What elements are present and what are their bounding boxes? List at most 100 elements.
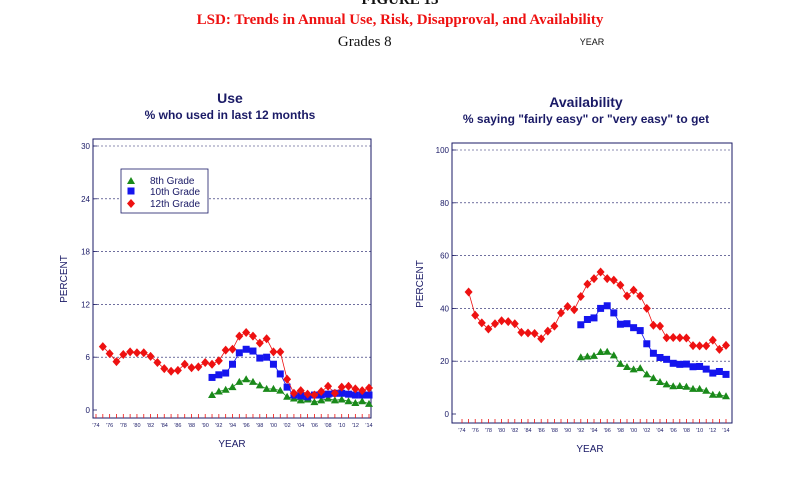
availability-x-tick-label: '88 <box>551 428 558 434</box>
use-data-point-1 <box>235 349 243 357</box>
availability-x-tick-label: '94 <box>590 428 597 434</box>
use-data-point-2 <box>330 388 339 398</box>
use-data-point-1 <box>229 360 236 368</box>
use-data-point-2 <box>262 334 271 344</box>
use-data-point-2 <box>296 386 305 396</box>
availability-data-point-2 <box>524 328 532 338</box>
use-data-point-0 <box>235 377 244 385</box>
availability-chart: Availability % saying "fairly easy" or "… <box>415 94 733 455</box>
availability-x-tick-label: '78 <box>485 428 492 434</box>
availability-data-point-2 <box>563 302 572 312</box>
availability-data-point-0 <box>642 370 651 378</box>
use-data-point-2 <box>289 388 298 398</box>
availability-data-point-2 <box>590 274 598 284</box>
use-data-point-2 <box>303 389 312 399</box>
availability-y-tick-label: 40 <box>440 304 449 313</box>
availability-x-tick-label: '06 <box>670 428 677 434</box>
availability-y-axis-label: PERCENT <box>415 260 426 308</box>
legend-12th-grade: 12th Grade <box>150 199 200 210</box>
availability-data-point-2 <box>537 334 546 344</box>
legend-8th-grade: 8th Grade <box>150 176 195 187</box>
use-data-point-0 <box>310 398 319 406</box>
use-data-point-2 <box>126 347 135 357</box>
use-data-point-0 <box>262 384 271 392</box>
use-data-point-2 <box>235 331 244 341</box>
availability-data-point-1 <box>597 304 605 312</box>
availability-x-tick-label: '74 <box>458 428 465 434</box>
availability-data-point-1 <box>610 309 618 317</box>
availability-data-point-1 <box>616 320 624 328</box>
legend-box <box>120 168 209 214</box>
use-y-tick-label: 30 <box>81 142 90 151</box>
use-data-point-2 <box>112 357 121 367</box>
availability-data-point-1 <box>709 369 717 377</box>
legend-triangle-marker <box>127 177 135 184</box>
availability-data-point-2 <box>662 333 671 343</box>
use-x-tick-label: '86 <box>174 423 181 429</box>
use-x-tick-label: '14 <box>365 423 372 429</box>
use-data-point-2 <box>255 338 264 348</box>
use-data-point-0 <box>228 383 237 391</box>
use-x-tick-label: '84 <box>161 423 168 429</box>
availability-x-tick-label: '80 <box>498 428 505 434</box>
availability-data-point-2 <box>550 321 559 331</box>
use-y-tick-label: 18 <box>81 248 90 257</box>
legend-diamond-marker <box>127 199 135 208</box>
stray-year-label: YEAR <box>580 37 605 47</box>
availability-x-tick-label: '04 <box>656 428 663 434</box>
use-data-point-2 <box>146 351 155 361</box>
availability-data-point-2 <box>497 316 506 326</box>
availability-data-point-2 <box>484 324 493 334</box>
use-data-point-1 <box>215 371 223 379</box>
use-data-point-1 <box>256 354 264 362</box>
availability-data-point-2 <box>510 319 519 329</box>
availability-x-tick-label: '96 <box>604 428 611 434</box>
availability-data-point-0 <box>695 384 704 392</box>
use-y-tick-label: 24 <box>81 195 90 204</box>
availability-data-point-2 <box>576 292 585 302</box>
availability-data-point-0 <box>590 351 598 359</box>
use-data-point-2 <box>276 347 285 357</box>
use-data-point-0 <box>358 397 367 405</box>
availability-x-tick-label: '82 <box>511 428 518 434</box>
use-x-tick-label: '04 <box>297 423 304 429</box>
availability-data-point-1 <box>590 314 598 322</box>
availability-data-point-1 <box>630 324 638 332</box>
availability-data-point-2 <box>695 341 704 351</box>
availability-data-point-0 <box>629 365 638 373</box>
use-y-tick-label: 6 <box>86 353 91 362</box>
use-data-point-2 <box>98 342 107 352</box>
availability-y-tick-label: 100 <box>436 146 450 155</box>
use-data-point-2 <box>187 363 196 373</box>
availability-data-point-1 <box>676 360 684 368</box>
availability-data-point-2 <box>530 328 539 338</box>
availability-x-tick-label: '00 <box>630 428 637 434</box>
availability-data-point-1 <box>696 362 704 370</box>
availability-data-point-2 <box>543 326 552 336</box>
availability-x-tick-label: '86 <box>538 428 545 434</box>
use-data-point-2 <box>105 349 114 359</box>
availability-data-point-2 <box>504 317 513 327</box>
availability-data-point-2 <box>689 341 697 351</box>
use-x-tick-label: '74 <box>92 423 99 429</box>
availability-data-point-0 <box>689 384 697 392</box>
availability-x-tick-label: '12 <box>709 428 716 434</box>
use-x-tick-label: '12 <box>352 423 359 429</box>
use-data-point-2 <box>242 328 251 338</box>
availability-data-point-2 <box>583 279 592 289</box>
use-data-point-2 <box>208 359 217 369</box>
legend-10th-grade: 10th Grade <box>150 187 200 198</box>
availability-data-point-2 <box>656 321 664 331</box>
use-data-point-0 <box>365 399 373 407</box>
use-x-tick-label: '94 <box>229 423 236 429</box>
availability-data-point-0 <box>583 352 592 360</box>
availability-data-point-2 <box>702 341 711 351</box>
use-data-point-2 <box>139 348 148 358</box>
use-data-point-1 <box>276 370 284 378</box>
use-x-axis-label: YEAR <box>218 439 245 450</box>
use-data-point-2 <box>132 348 141 358</box>
availability-data-point-0 <box>669 382 678 390</box>
use-series-line-2 <box>102 332 370 396</box>
use-data-point-1 <box>351 391 359 399</box>
availability-data-point-0 <box>702 386 711 394</box>
